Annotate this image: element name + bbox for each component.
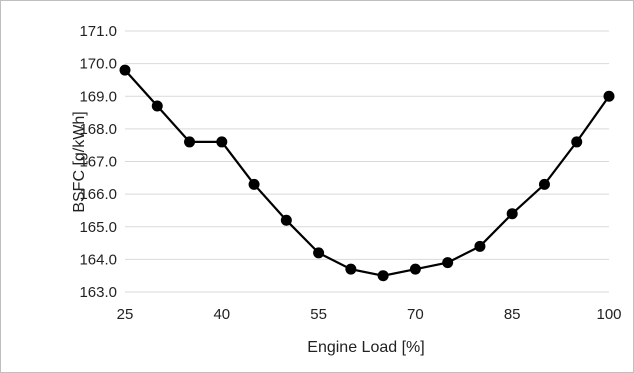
- y-axis-label: BSFC [g/kWh]: [71, 111, 88, 212]
- data-point: [313, 247, 325, 259]
- x-tick-label: 70: [407, 306, 424, 323]
- x-tick-label: 55: [310, 306, 327, 323]
- y-tick-labels: 163.0 164.0 165.0 166.0 167.0 168.0 169.0 170.0…: [79, 23, 117, 301]
- data-point: [442, 257, 454, 269]
- y-tick-label: 166.0: [79, 186, 117, 203]
- y-tick-label: 170.0: [79, 56, 117, 73]
- x-tick-label: 25: [117, 306, 134, 323]
- y-tick-label: 163.0: [79, 284, 117, 301]
- data-point: [603, 90, 615, 102]
- x-tick-label: 100: [596, 306, 621, 323]
- x-tick-label: 40: [213, 306, 230, 323]
- data-point: [345, 263, 357, 275]
- data-point: [377, 270, 389, 282]
- data-point: [538, 178, 550, 190]
- gridlines: [125, 30, 609, 293]
- data-point: [409, 263, 421, 275]
- x-tick-labels: 25 40 55 70 85 100: [117, 306, 622, 323]
- data-point: [216, 136, 228, 148]
- y-tick-label: 168.0: [79, 121, 117, 138]
- y-tick-label: 164.0: [79, 251, 117, 268]
- data-point: [506, 208, 518, 220]
- y-tick-label: 169.0: [79, 88, 117, 105]
- y-tick-label: 165.0: [79, 219, 117, 236]
- x-axis-label: Engine Load [%]: [307, 339, 424, 356]
- y-tick-label: 171.0: [79, 23, 117, 40]
- x-tick-label: 85: [504, 306, 521, 323]
- data-point: [474, 240, 486, 252]
- data-point: [151, 100, 163, 112]
- data-point: [119, 64, 131, 76]
- y-tick-label: 167.0: [79, 154, 117, 171]
- data-point: [571, 136, 583, 148]
- data-points: [119, 64, 615, 282]
- data-point: [184, 136, 196, 148]
- data-point: [280, 214, 292, 226]
- series-line: [124, 69, 610, 277]
- data-point: [248, 178, 260, 190]
